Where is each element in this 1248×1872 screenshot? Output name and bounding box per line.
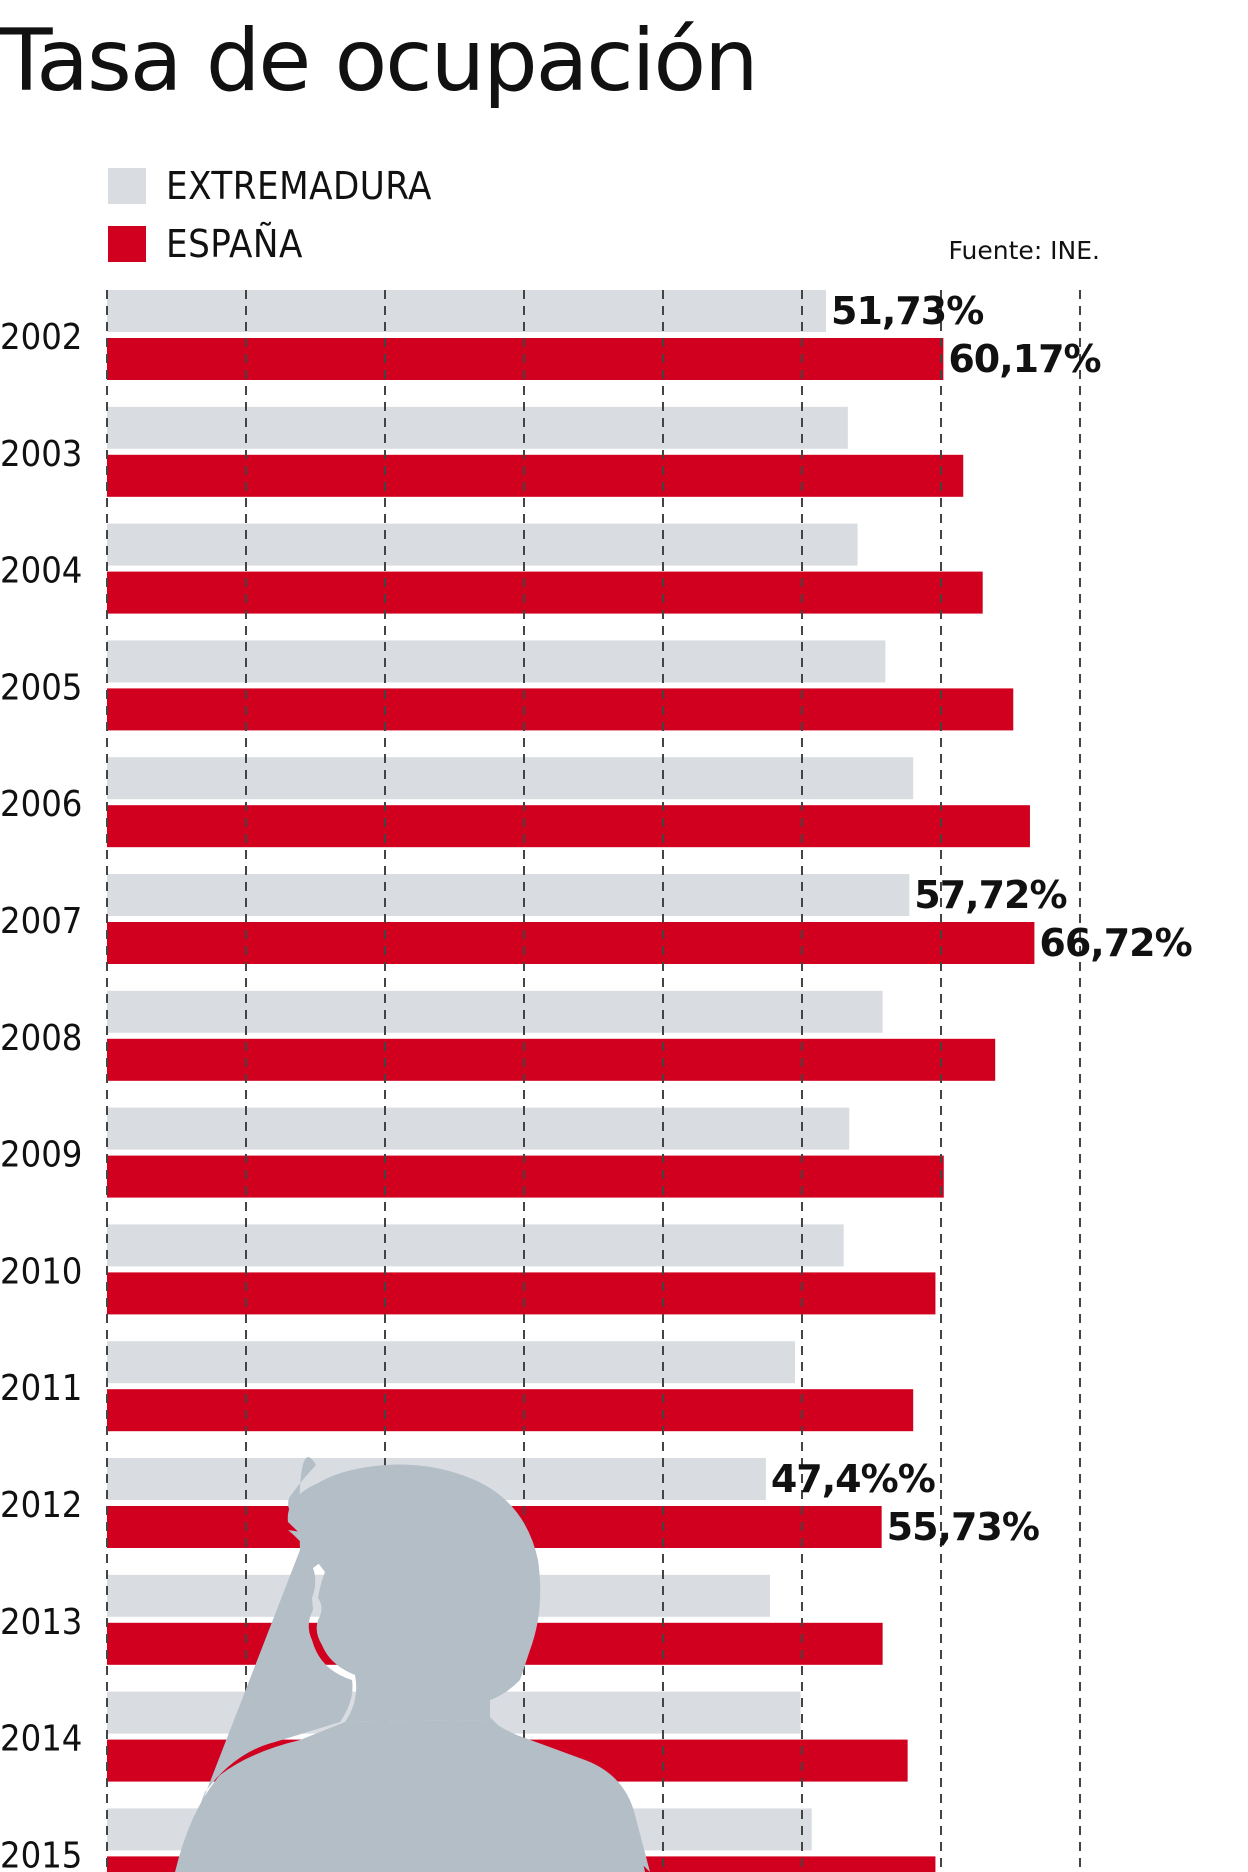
bar-extremadura-2011 <box>107 1341 796 1384</box>
year-label-2007: 2007 <box>0 901 82 942</box>
year-label-2008: 2008 <box>0 1018 82 1059</box>
legend-label-espana: ESPAÑA <box>166 222 303 266</box>
source-note: Fuente: INE. <box>948 236 1100 265</box>
legend-label-extremadura: EXTREMADURA <box>166 164 432 208</box>
worker-silhouette <box>175 1457 353 1872</box>
year-label-2010: 2010 <box>0 1251 82 1292</box>
bar-extremadura-2003 <box>107 406 848 449</box>
bar-espana-2004 <box>107 571 983 614</box>
bar-espana-2003 <box>107 454 964 497</box>
legend-swatch-extremadura <box>108 168 146 204</box>
bar-espana-2002 <box>107 338 944 380</box>
bar-extremadura-2010 <box>107 1224 844 1267</box>
data-label-espana-2007: 66,72% <box>1039 921 1191 965</box>
bar-espana-2007 <box>107 922 1035 964</box>
year-label-2014: 2014 <box>0 1719 82 1760</box>
data-label-extremadura-2002: 51,73% <box>831 289 983 333</box>
legend-swatch-espana <box>108 226 146 262</box>
data-label-espana-2012: 55,73% <box>887 1505 1039 1549</box>
year-label-2005: 2005 <box>0 667 82 708</box>
chart-title: Tasa de ocupación <box>0 11 759 111</box>
legend-item-extremadura: EXTREMADURA <box>108 164 432 208</box>
bar-espana-2005 <box>107 688 1014 731</box>
bar-extremadura-2008 <box>107 990 883 1033</box>
bar-espana-2009 <box>107 1155 944 1198</box>
year-label-2012: 2012 <box>0 1485 82 1526</box>
legend-item-espana: ESPAÑA <box>108 222 303 266</box>
bar-espana-2008 <box>107 1038 996 1081</box>
bar-extremadura-2004 <box>107 523 858 566</box>
year-label-2009: 2009 <box>0 1135 82 1176</box>
data-label-extremadura-2012: 47,4%% <box>771 1457 935 1501</box>
bar-extremadura-2006 <box>107 757 914 800</box>
year-label-2002: 2002 <box>0 317 82 358</box>
year-label-2015: 2015 <box>0 1835 82 1872</box>
data-label-extremadura-2007: 57,72% <box>914 873 1066 917</box>
bar-espana-2011 <box>107 1389 914 1432</box>
year-label-2006: 2006 <box>0 784 82 825</box>
bar-extremadura-2005 <box>107 640 886 683</box>
bar-extremadura-2002 <box>107 290 827 332</box>
year-label-2011: 2011 <box>0 1368 82 1409</box>
year-label-2004: 2004 <box>0 551 82 592</box>
data-label-espana-2002: 60,17% <box>948 337 1100 381</box>
worker-body <box>175 1720 645 1872</box>
worker-face <box>288 1530 490 1722</box>
bar-espana-2010 <box>107 1272 936 1315</box>
bar-extremadura-2009 <box>107 1107 850 1150</box>
bar-extremadura-2007 <box>107 874 910 916</box>
year-label-2013: 2013 <box>0 1602 82 1643</box>
bar-espana-2006 <box>107 805 1030 848</box>
year-label-2003: 2003 <box>0 434 82 475</box>
